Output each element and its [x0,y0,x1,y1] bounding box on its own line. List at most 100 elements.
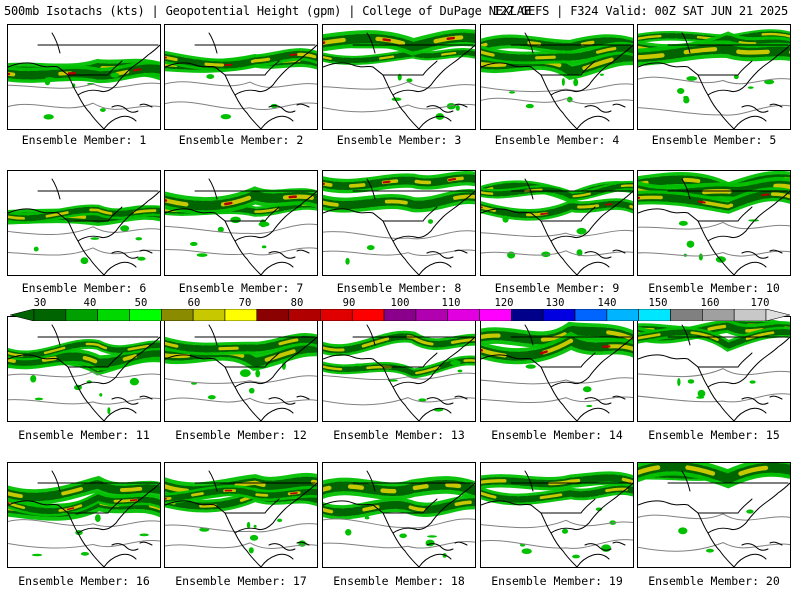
coastline [139,249,153,254]
coastline [580,60,596,76]
height-contour [8,226,160,236]
colorbar-tick: 130 [545,297,565,309]
coastline [580,498,596,514]
jet-max [638,192,790,209]
coastline [323,208,420,275]
coastline [422,60,438,76]
coastline [208,324,218,346]
ensemble-member-label: Ensemble Member: 20 [648,574,780,588]
isotach-patch [220,113,232,120]
coastline [234,336,317,388]
coastline [454,249,468,254]
height-contour [323,103,475,113]
coastline [481,354,578,421]
jet-max [323,500,475,515]
coastline [139,395,153,400]
height-contour [481,83,633,93]
coastline [8,354,105,421]
isotach-patch [345,257,350,265]
isotach-map [481,32,633,129]
coastline [707,336,790,388]
ensemble-map-panel [7,462,161,568]
isotach-patch [678,527,688,535]
ensemble-member-label: Ensemble Member: 6 [21,281,147,295]
height-contour [638,221,790,230]
height-contour [323,230,475,240]
colorbar-swatch [670,309,703,321]
isotach-map [8,470,160,567]
isotach-patch [391,97,402,102]
isotach-patch [94,514,101,523]
ensemble-member-label: Ensemble Member: 13 [333,428,465,442]
isotach-patch [746,509,754,514]
isotach-patch [698,253,703,261]
coastline [103,115,137,129]
height-contour [638,542,790,552]
isotach-patch [521,548,532,555]
isotach-map [323,470,475,567]
coastline [707,44,790,96]
colorbar-swatch [542,309,576,321]
jet-band-core [8,348,160,367]
isotach-patch [249,534,259,541]
height-contour [165,247,317,256]
isotach-patch [110,72,120,78]
isotach-patch [248,387,255,394]
coastline [111,397,139,405]
colorbar-swatch [161,309,194,321]
height-contour [481,519,633,529]
isotach-patch [107,407,111,415]
height-contour [8,519,160,527]
jet-band-core [481,200,633,218]
colorbar-swatch [574,309,608,321]
isotach-patch [687,379,695,384]
isotach-patch [749,380,756,384]
coastline [737,206,753,222]
ensemble-member-label: Ensemble Member: 10 [648,281,780,295]
coastline [524,470,534,492]
coastline [264,206,280,222]
ensemble-member-label: Ensemble Member: 18 [333,574,465,588]
jet-max [323,176,475,188]
coastline [584,251,612,259]
colorbar-swatch [511,309,544,321]
coastline [8,62,105,129]
coastline [103,407,137,421]
height-contour [8,102,160,110]
coastline [681,178,691,200]
height-contour [323,81,475,90]
coastline [234,44,317,96]
coastline [8,500,105,567]
jet-max [165,52,317,67]
ensemble-map-panel [322,316,476,422]
coastline [681,470,691,492]
coastline [550,190,633,242]
colorbar-tick: 170 [750,297,770,309]
coastline [769,103,783,108]
isotach-patch [139,533,149,537]
isotach-patch [457,369,463,373]
coastline [111,543,139,551]
coastline [580,352,596,368]
height-contour [323,397,475,406]
header-right-title: 12Z GEFS | F324 Valid: 00Z SAT JUN 21 20… [492,4,788,18]
ensemble-map-panel [480,170,634,276]
coastline [681,32,691,54]
coastline [638,500,735,567]
isotach-map [481,321,633,421]
isotach-patch [427,219,434,224]
coastline [481,500,578,567]
isotach-patch [31,553,43,557]
colorbar-tick: 60 [187,297,201,309]
colorbar-tick: 120 [494,297,514,309]
isotach-colorbar [10,309,790,321]
colorbar-max-arrow [765,309,790,321]
isotach-map [323,171,475,275]
isotach-patch [30,375,37,383]
isotach-map [8,324,160,421]
isotach-patch [44,77,55,81]
ensemble-map-panel [637,24,791,130]
coastline [165,500,262,567]
isotach-patch [582,386,592,393]
ensemble-map-panel [322,462,476,568]
